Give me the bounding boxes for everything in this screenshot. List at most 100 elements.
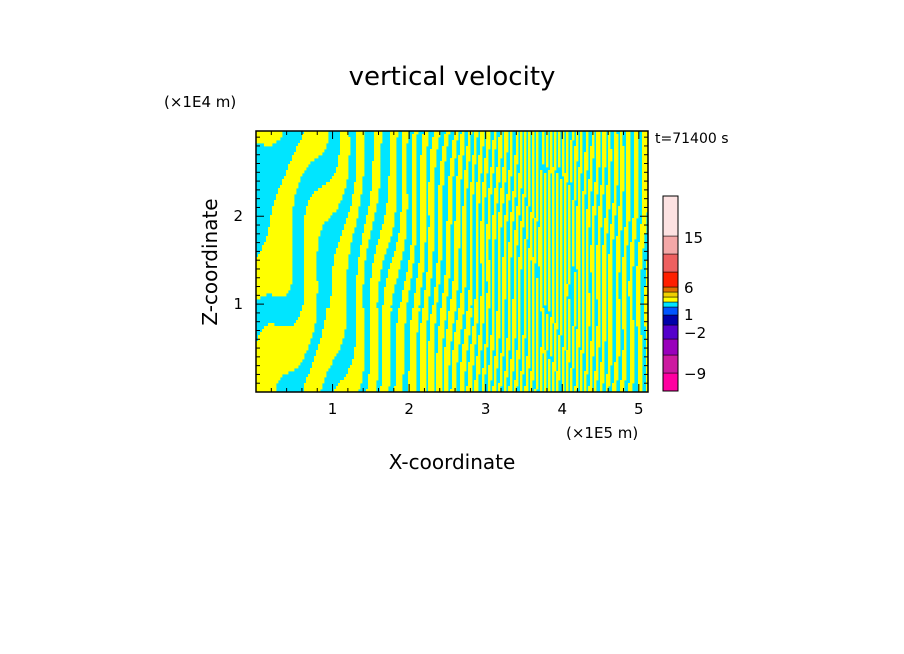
positive-velocity-band <box>478 158 483 162</box>
positive-velocity-band <box>308 200 341 204</box>
positive-velocity-band <box>430 224 435 228</box>
positive-velocity-band <box>574 179 577 183</box>
positive-velocity-band <box>510 137 513 141</box>
positive-velocity-band <box>568 341 571 345</box>
positive-velocity-band <box>552 275 555 279</box>
positive-velocity-band <box>544 245 547 249</box>
positive-velocity-band <box>290 161 311 165</box>
positive-velocity-band <box>582 254 585 258</box>
positive-velocity-band <box>482 389 485 392</box>
positive-velocity-band <box>536 311 539 315</box>
positive-velocity-band <box>508 266 511 270</box>
positive-velocity-band <box>506 206 509 210</box>
positive-velocity-band <box>586 368 589 372</box>
positive-velocity-band <box>516 137 519 141</box>
positive-velocity-band <box>606 377 611 381</box>
positive-velocity-band <box>448 323 453 327</box>
positive-velocity-band <box>634 197 639 201</box>
positive-velocity-band <box>430 314 437 318</box>
positive-velocity-band <box>456 188 461 192</box>
positive-velocity-band <box>436 284 439 288</box>
positive-velocity-band <box>568 224 571 228</box>
positive-velocity-band <box>438 341 443 345</box>
positive-velocity-band <box>560 299 563 303</box>
positive-velocity-band <box>422 320 427 324</box>
positive-velocity-band <box>562 143 565 147</box>
positive-velocity-band <box>540 377 543 381</box>
positive-velocity-band <box>554 347 557 351</box>
positive-velocity-band <box>438 257 443 261</box>
positive-velocity-band <box>516 140 519 144</box>
positive-velocity-band <box>370 311 379 315</box>
positive-velocity-band <box>558 362 561 366</box>
positive-velocity-band <box>468 383 473 387</box>
positive-velocity-band <box>576 338 581 342</box>
positive-velocity-band <box>540 173 543 177</box>
positive-velocity-band <box>536 188 539 192</box>
positive-velocity-band <box>618 233 621 237</box>
positive-velocity-band <box>504 377 507 381</box>
positive-velocity-band <box>558 155 561 159</box>
positive-velocity-band <box>576 341 581 345</box>
positive-velocity-band <box>370 323 379 327</box>
positive-velocity-band <box>552 248 555 252</box>
positive-velocity-band <box>452 290 457 294</box>
positive-velocity-band <box>572 203 575 207</box>
positive-velocity-band <box>642 194 648 198</box>
positive-velocity-band <box>366 221 373 225</box>
positive-velocity-band <box>372 275 381 279</box>
positive-velocity-band <box>608 257 613 261</box>
positive-velocity-band <box>586 347 589 351</box>
positive-velocity-band <box>382 320 391 324</box>
positive-velocity-band <box>486 329 489 333</box>
positive-velocity-band <box>590 341 595 345</box>
positive-velocity-band <box>480 314 485 318</box>
positive-velocity-band <box>512 353 515 357</box>
positive-velocity-band <box>418 275 423 279</box>
positive-velocity-band <box>622 308 627 312</box>
positive-velocity-band <box>524 176 527 180</box>
positive-velocity-band <box>504 380 507 384</box>
positive-velocity-band <box>420 209 427 213</box>
positive-velocity-band <box>576 239 581 243</box>
positive-velocity-band <box>492 251 495 255</box>
positive-velocity-band <box>470 347 475 351</box>
positive-velocity-band <box>384 296 393 300</box>
positive-velocity-band <box>370 194 379 198</box>
positive-velocity-band <box>598 233 601 237</box>
positive-velocity-band <box>604 221 609 225</box>
positive-velocity-band <box>438 332 445 336</box>
positive-velocity-band <box>526 359 531 363</box>
positive-velocity-band <box>464 179 469 183</box>
positive-velocity-band <box>550 167 557 171</box>
positive-velocity-band <box>642 134 648 138</box>
positive-velocity-band <box>532 329 535 333</box>
positive-velocity-band <box>572 227 575 231</box>
positive-velocity-band <box>608 371 611 375</box>
positive-velocity-band <box>552 188 555 192</box>
positive-velocity-band <box>498 305 501 309</box>
positive-velocity-band <box>456 329 461 333</box>
positive-velocity-band <box>560 263 563 267</box>
positive-velocity-band <box>602 278 607 282</box>
positive-velocity-band <box>634 140 639 144</box>
positive-velocity-band <box>364 224 373 228</box>
positive-velocity-band <box>330 302 347 306</box>
positive-velocity-band <box>550 158 553 162</box>
positive-velocity-band <box>322 332 345 336</box>
positive-velocity-band <box>514 278 517 282</box>
positive-velocity-band <box>592 287 595 291</box>
positive-velocity-band <box>602 290 607 294</box>
positive-velocity-band <box>338 161 349 165</box>
positive-velocity-band <box>576 383 579 387</box>
positive-velocity-band <box>578 323 581 327</box>
positive-velocity-band <box>388 176 397 180</box>
positive-velocity-band <box>412 146 417 150</box>
positive-velocity-band <box>592 134 595 138</box>
positive-velocity-band <box>272 206 293 210</box>
positive-velocity-band <box>438 329 445 333</box>
positive-velocity-band <box>622 356 627 360</box>
positive-velocity-band <box>548 368 551 372</box>
positive-velocity-band <box>340 146 351 150</box>
positive-velocity-band <box>532 326 535 330</box>
